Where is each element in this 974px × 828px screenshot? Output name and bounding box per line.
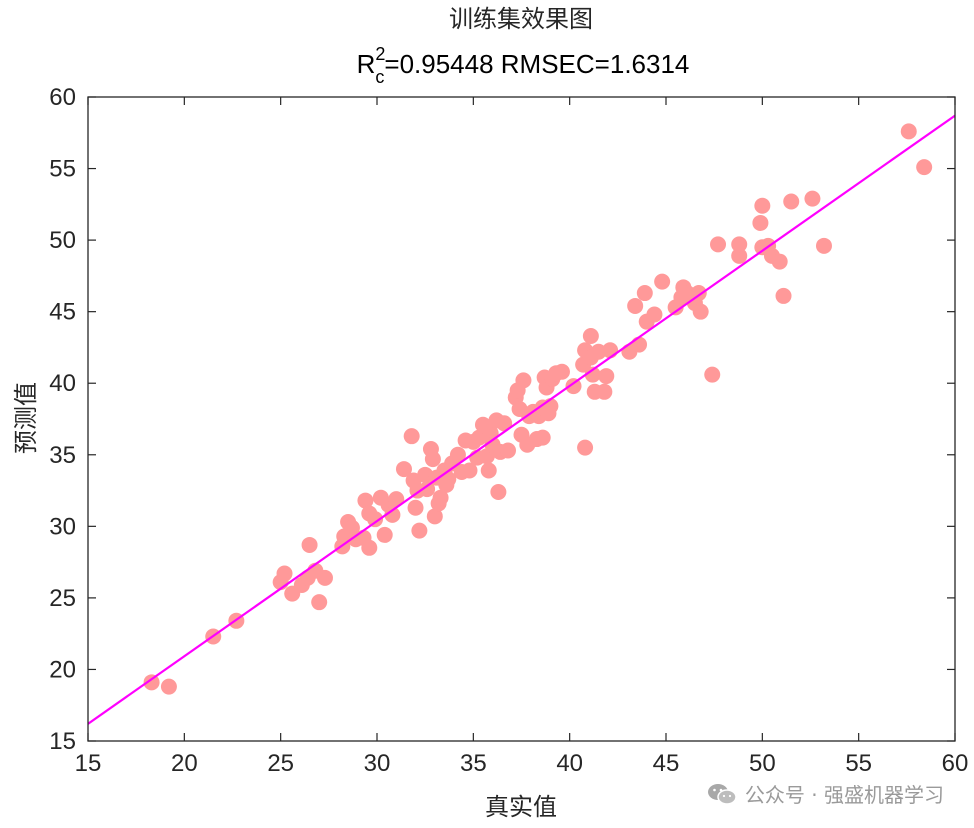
data-point: [565, 378, 582, 395]
data-point: [301, 536, 318, 553]
data-point: [388, 491, 405, 508]
data-point: [731, 247, 748, 264]
data-point: [403, 428, 420, 445]
data-point: [654, 273, 671, 290]
data-point: [367, 511, 384, 528]
y-tick-label: 55: [49, 156, 76, 183]
data-point: [143, 674, 160, 691]
x-axis-label: 真实值: [485, 793, 557, 821]
data-point: [775, 287, 792, 304]
data-point: [582, 327, 599, 344]
y-tick-label: 60: [49, 84, 76, 111]
r-squared-sub: c: [375, 67, 384, 87]
data-point: [916, 159, 933, 176]
wechat-icon: [707, 783, 737, 805]
data-point: [395, 461, 412, 478]
data-point: [500, 442, 517, 459]
data-point: [496, 415, 513, 432]
axes-frame: [87, 96, 956, 742]
data-point: [553, 363, 570, 380]
data-point: [357, 492, 374, 509]
data-point: [731, 236, 748, 253]
y-tick-label: 35: [49, 442, 76, 469]
data-point: [900, 123, 917, 140]
data-point: [710, 236, 727, 253]
data-point: [419, 481, 436, 498]
r-squared-label: R: [357, 49, 376, 79]
axes: 15 20 25 30 35 40 45 50 55 60 15 20 25 30 35 40 45 50 55 60: [49, 84, 968, 777]
data-point: [692, 303, 709, 320]
x-tick-label: 50: [749, 750, 776, 777]
watermark: 公众号 · 强盛机器学习: [707, 779, 944, 808]
x-tick-label: 40: [556, 750, 583, 777]
fit-line: [88, 114, 955, 725]
data-point: [804, 190, 821, 207]
data-point: [754, 197, 771, 214]
data-point: [771, 253, 788, 270]
watermark-text: 公众号 · 强盛机器学习: [744, 783, 944, 807]
y-tick-label: 25: [49, 585, 76, 612]
data-point: [815, 237, 832, 254]
data-point: [311, 594, 328, 611]
data-point: [276, 565, 293, 582]
data-point: [631, 336, 648, 353]
r-squared-sup: 2: [375, 44, 385, 64]
data-point: [461, 462, 478, 479]
data-point: [490, 483, 507, 500]
data-point: [602, 342, 619, 359]
data-point: [534, 429, 551, 446]
y-tick-label: 45: [49, 299, 76, 326]
data-point: [596, 383, 613, 400]
data-point: [627, 297, 644, 314]
chart-subtitle: R2 c=0.95448 RMSEC=1.6314: [357, 44, 690, 87]
y-tick-label: 40: [49, 370, 76, 397]
data-point: [411, 522, 428, 539]
chart-title: 训练集效果图: [449, 5, 593, 33]
x-tick-label: 25: [267, 750, 294, 777]
x-tick-label: 35: [460, 750, 487, 777]
x-tick-label: 60: [942, 750, 969, 777]
x-tick-label: 30: [364, 750, 391, 777]
data-point: [515, 372, 532, 389]
x-tick-label: 55: [845, 750, 872, 777]
y-tick-label: 20: [49, 656, 76, 683]
metrics-text: =0.95448 RMSEC=1.6314: [384, 49, 689, 79]
data-point: [407, 499, 424, 516]
data-point: [361, 539, 378, 556]
x-tick-label: 20: [171, 750, 198, 777]
data-point: [316, 569, 333, 586]
data-point: [384, 506, 401, 523]
data-point: [432, 489, 449, 506]
x-tick-label: 15: [75, 750, 102, 777]
data-point: [577, 439, 594, 456]
data-point: [376, 526, 393, 543]
data-point: [598, 368, 615, 385]
data-point: [449, 446, 466, 463]
data-point: [752, 214, 769, 231]
data-point: [440, 471, 457, 488]
y-tick-label: 50: [49, 227, 76, 254]
data-point: [646, 306, 663, 323]
data-point: [424, 451, 441, 468]
data-point: [783, 193, 800, 210]
data-point: [584, 366, 601, 383]
data-point: [426, 508, 443, 525]
data-point: [636, 285, 653, 302]
data-point: [160, 678, 177, 695]
y-tick-label: 15: [49, 728, 76, 755]
x-tick-label: 45: [653, 750, 680, 777]
data-point: [480, 462, 497, 479]
data-point: [704, 366, 721, 383]
plot-area: [88, 114, 955, 725]
y-tick-label: 30: [49, 513, 76, 540]
y-axis-label: 预测值: [12, 382, 40, 454]
